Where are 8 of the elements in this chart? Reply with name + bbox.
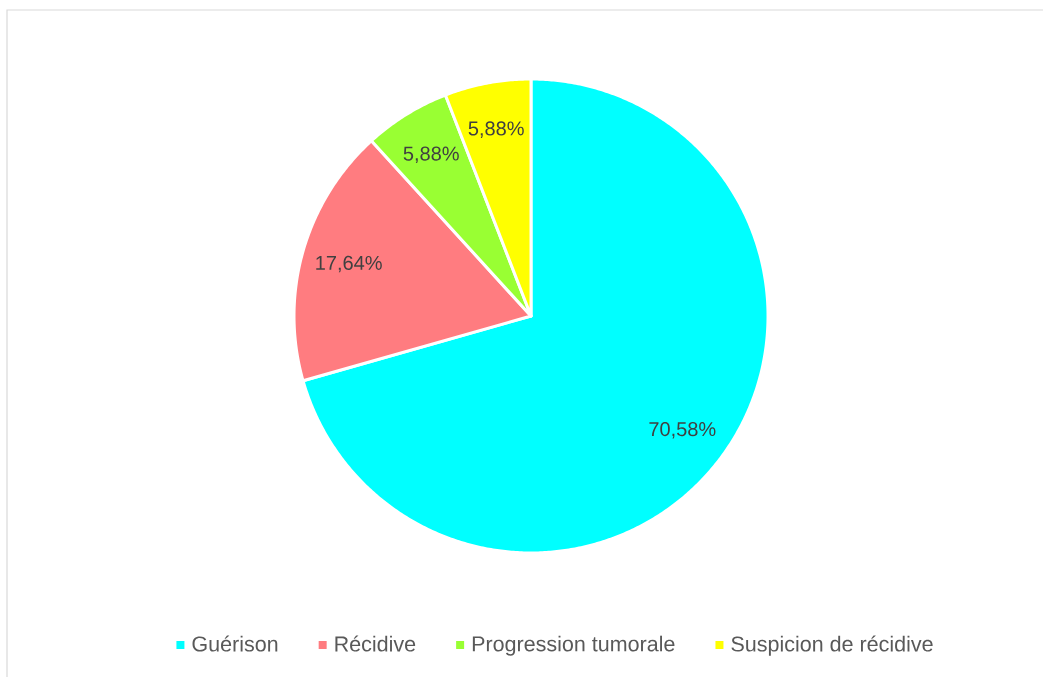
legend-label: Récidive	[335, 635, 416, 652]
legend-label: Progression tumorale	[472, 635, 675, 656]
legend-label: Guérison	[192, 635, 278, 652]
data-label: 70,58%	[649, 422, 716, 439]
data-label: 5,88%	[403, 146, 459, 164]
data-label: 5,88%	[468, 121, 524, 138]
data-label: 17,64%	[316, 255, 382, 273]
legend-label: Suspicion de récidive	[731, 635, 933, 656]
